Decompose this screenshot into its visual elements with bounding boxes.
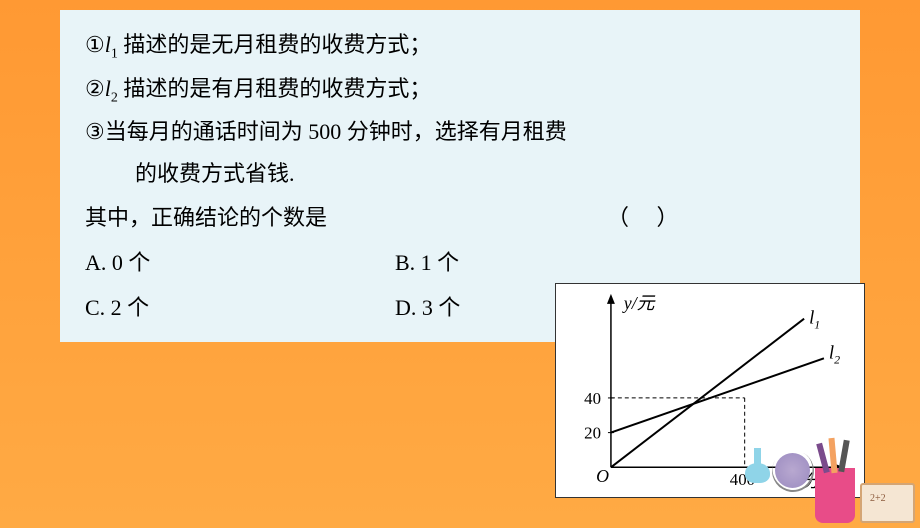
ytick-40: 40 [584, 389, 601, 408]
statement-3-line2: 的收费方式省钱. [85, 154, 835, 194]
statement-2-text: 描述的是有月租费的收费方式； [118, 76, 432, 101]
statement-1-num: ① [85, 25, 105, 65]
statement-2: ②l2 描述的是有月租费的收费方式； [85, 69, 835, 111]
statement-1-text: 描述的是无月租费的收费方式； [118, 32, 432, 57]
option-c: C. 2 个 [85, 288, 395, 328]
origin-label: O [596, 466, 609, 486]
question-text: 其中，正确结论的个数是 [85, 198, 327, 238]
options-row-1: A. 0 个 B. 1 个 [85, 243, 835, 283]
y-axis-arrow [607, 294, 615, 304]
ytick-20: 20 [584, 424, 601, 443]
statement-2-sub: 2 [111, 90, 118, 105]
line-l2 [611, 358, 824, 432]
decorations [745, 448, 915, 523]
line-l2-label: l2 [829, 342, 840, 366]
bracket-close: ） [657, 205, 679, 230]
bracket-open: （ [607, 205, 629, 230]
pencil-cup-icon [815, 468, 855, 523]
question-line: 其中，正确结论的个数是 （ ） [85, 198, 835, 238]
statement-3-text-b: 的收费方式省钱. [135, 161, 295, 186]
option-b: B. 1 个 [395, 243, 595, 283]
flask-icon [745, 448, 770, 483]
statement-1-sub: 1 [111, 46, 118, 61]
notebook-icon [860, 483, 915, 523]
option-a: A. 0 个 [85, 243, 395, 283]
statement-3-num: ③ [85, 112, 105, 152]
statement-1: ①l1 描述的是无月租费的收费方式； [85, 25, 835, 67]
statement-2-num: ② [85, 69, 105, 109]
line-l1 [611, 319, 804, 468]
statement-3: ③当每月的通话时间为 500 分钟时，选择有月租费 [85, 112, 835, 152]
globe-icon [775, 453, 810, 488]
y-axis-label: y/元 [622, 293, 656, 313]
statement-3-text-a: 当每月的通话时间为 500 分钟时，选择有月租费 [105, 119, 567, 144]
line-l1-label: l1 [809, 308, 820, 332]
answer-bracket: （ ） [607, 198, 679, 238]
